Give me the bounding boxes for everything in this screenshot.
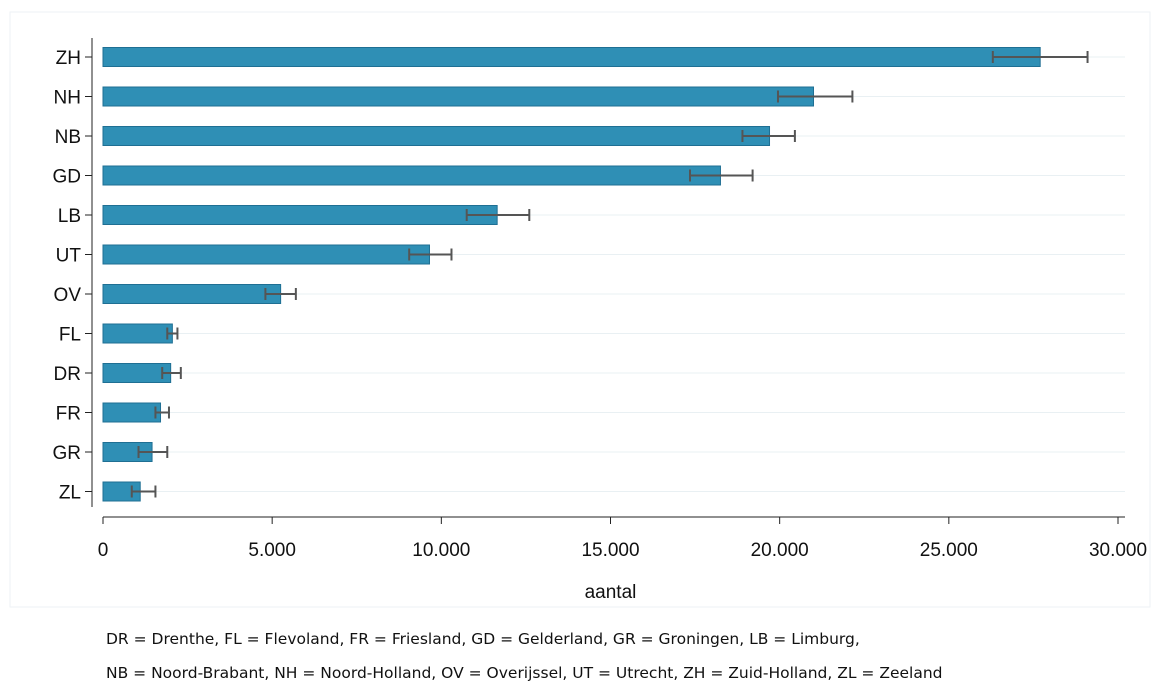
x-tick-label: 5.000: [248, 540, 296, 561]
error-bar-fr: [154, 406, 170, 419]
bar-lb: [102, 205, 498, 225]
bar-nb: [102, 126, 771, 146]
error-bar-zl: [130, 485, 157, 498]
bar-nh: [102, 86, 814, 107]
x-tick-label: 25.000: [920, 540, 978, 561]
error-bar-lb: [465, 209, 531, 221]
error-bar-ut: [408, 248, 453, 261]
gridlines: [103, 56, 1125, 492]
y-tick-label: OV: [54, 285, 82, 306]
bar-chart: ZH NH NB GD LB UT OV FL DR FR GR ZL 0 5.000 10.000 15.…: [9, 11, 1151, 608]
error-bar-nb: [741, 130, 796, 142]
bar-fl: [102, 323, 173, 344]
y-tick-label: NH: [54, 88, 81, 109]
error-bar-ov: [264, 288, 297, 300]
x-tick-label: 20.000: [751, 540, 809, 561]
bar-ov: [102, 284, 282, 304]
y-tick-label: ZL: [59, 483, 81, 504]
x-tick-label: 30.000: [1089, 540, 1147, 561]
bar-fr: [102, 402, 162, 423]
y-tick-label: FL: [59, 325, 81, 346]
y-tick-label: LB: [58, 206, 81, 227]
y-tick-label: DR: [54, 364, 81, 385]
bar-gd: [102, 165, 721, 186]
x-tick-label: 10.000: [412, 540, 470, 561]
bar-zh: [102, 47, 1041, 67]
error-bar-fl: [166, 327, 179, 340]
plot-area: [9, 11, 1151, 608]
error-bar-nh: [776, 90, 854, 103]
error-bar-dr: [161, 367, 182, 379]
error-bar-gd: [689, 169, 754, 182]
y-tick-label: ZH: [56, 48, 81, 69]
error-bars-group: [130, 51, 1089, 498]
y-tick-label: GR: [53, 443, 82, 464]
footnote-line-2: NB = Noord-Brabant, NH = Noord-Holland, …: [106, 664, 943, 682]
bars-group: [102, 47, 1041, 502]
error-bar-gr: [137, 446, 169, 458]
bar-ut: [102, 244, 430, 265]
x-tick-label: 15.000: [581, 540, 639, 561]
x-axis: 0 5.000 10.000 15.000 20.000 25.000 30.000: [98, 516, 1147, 561]
error-bar-zh: [991, 51, 1089, 63]
footnote-line-1: DR = Drenthe, FL = Flevoland, FR = Fries…: [106, 630, 860, 648]
x-axis-title: aantal: [585, 582, 637, 603]
x-tick-label: 0: [98, 540, 109, 561]
bar-dr: [102, 363, 172, 383]
y-tick-label: UT: [56, 246, 82, 267]
y-tick-label: GD: [53, 167, 82, 188]
y-axis: ZH NH NB GD LB UT OV FL DR FR GR ZL: [53, 38, 93, 507]
y-tick-label: NB: [55, 127, 81, 148]
y-tick-label: FR: [56, 404, 81, 425]
